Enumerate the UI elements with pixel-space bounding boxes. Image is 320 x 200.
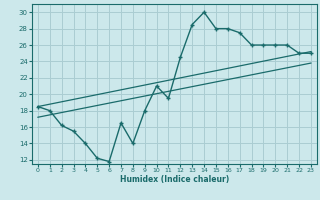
X-axis label: Humidex (Indice chaleur): Humidex (Indice chaleur) xyxy=(120,175,229,184)
